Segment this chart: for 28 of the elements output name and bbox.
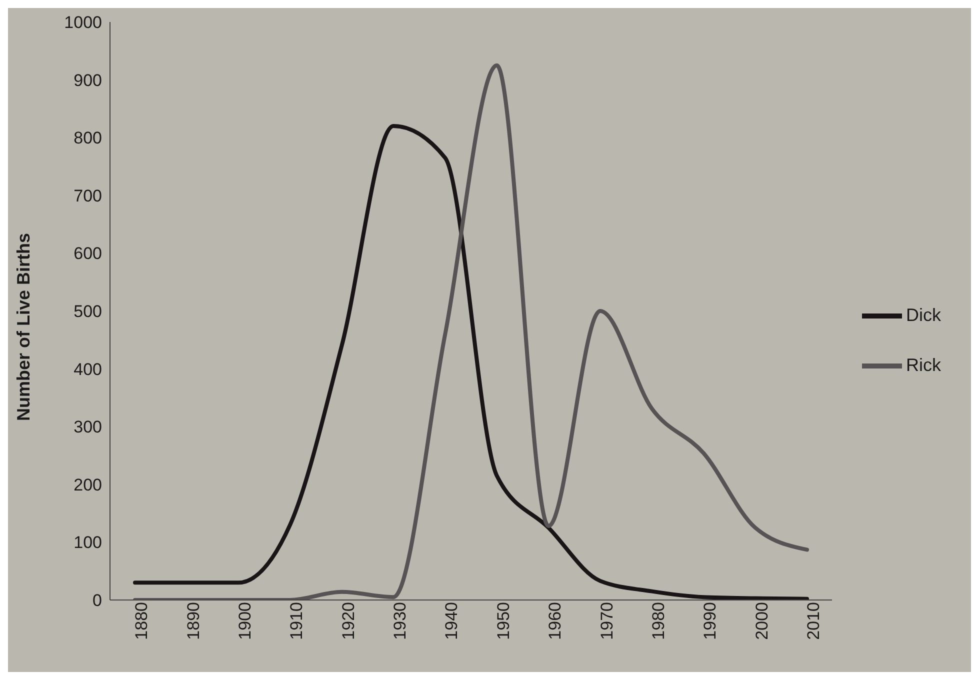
x-tick-label: 1970 [597, 602, 616, 640]
y-tick-label: 300 [74, 418, 102, 437]
y-tick-label: 800 [74, 128, 102, 148]
y-axis-title: Number of Live Births [13, 232, 34, 421]
y-tick-label: 400 [74, 360, 102, 379]
x-tick-label: 2000 [752, 602, 772, 640]
legend-label: Dick [906, 305, 941, 325]
x-tick-label: 1980 [648, 602, 668, 640]
x-tick-label: 1900 [235, 602, 254, 640]
x-tick-label: 1950 [494, 602, 513, 640]
y-tick-label: 200 [74, 475, 102, 494]
y-tick-label: 0 [92, 591, 102, 610]
x-tick-label: 1920 [338, 602, 358, 640]
x-tick-label: 1910 [287, 602, 306, 640]
y-tick-label: 100 [74, 533, 102, 552]
x-tick-label: 1880 [132, 602, 152, 640]
x-tick-label: 1990 [700, 602, 720, 640]
x-tick-label: 1940 [442, 602, 462, 640]
y-tick-label: 900 [74, 70, 102, 90]
x-tick-label: 1960 [546, 602, 565, 640]
x-tick-label: 1890 [184, 602, 203, 640]
y-tick-label: 500 [74, 302, 102, 322]
x-tick-label: 2010 [804, 602, 824, 640]
legend-label: Rick [906, 355, 941, 375]
y-tick-label: 700 [74, 186, 102, 206]
y-tick-label: 1000 [64, 13, 102, 32]
y-tick-label: 600 [74, 244, 102, 264]
x-tick-label: 1930 [390, 602, 410, 640]
